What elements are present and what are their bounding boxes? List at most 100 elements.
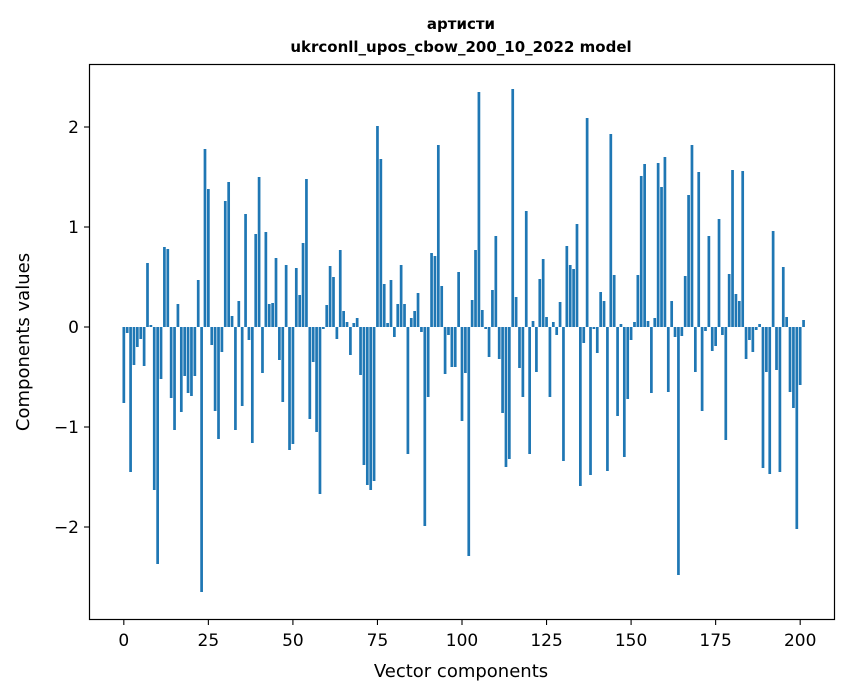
bar (305, 179, 308, 327)
bar (183, 327, 187, 376)
bar (501, 327, 504, 413)
bar (714, 327, 717, 346)
bar (595, 327, 599, 353)
bar (521, 327, 525, 397)
x-tick-label: 200 (784, 631, 816, 651)
y-tick-label: −2 (54, 518, 79, 538)
bar (639, 176, 643, 327)
bar (626, 327, 630, 399)
bar (700, 327, 704, 411)
bar (169, 327, 173, 398)
bar (234, 327, 237, 430)
bar (680, 327, 684, 336)
bar (413, 311, 417, 327)
bar (298, 295, 302, 327)
bar (677, 327, 680, 575)
bar (332, 277, 335, 327)
bar (342, 311, 345, 327)
bar (223, 201, 227, 327)
bar (802, 320, 805, 327)
bar (660, 187, 663, 327)
bar (484, 327, 488, 329)
bar (450, 327, 454, 367)
bar (423, 327, 427, 526)
bar (244, 214, 247, 327)
bar (535, 327, 538, 372)
x-axis-label: Vector components (374, 661, 548, 682)
bar (724, 327, 728, 440)
bar (271, 303, 274, 327)
bar (328, 266, 332, 327)
y-tick-label: 2 (68, 118, 79, 138)
bar (612, 275, 616, 327)
bar (163, 247, 166, 327)
bar (734, 294, 738, 327)
bar (237, 301, 241, 327)
bar (555, 327, 559, 335)
bar (250, 327, 254, 443)
bar (477, 92, 481, 327)
bar (345, 322, 349, 327)
bar (572, 269, 575, 327)
bar (362, 327, 366, 465)
bar (382, 284, 386, 327)
bar (795, 327, 799, 529)
bar (704, 327, 707, 331)
bar (798, 327, 802, 385)
bar (562, 327, 565, 461)
bar (771, 231, 775, 327)
y-tick-label: 0 (68, 318, 79, 338)
bar (636, 275, 640, 327)
bar (355, 318, 359, 327)
bar (697, 172, 701, 327)
bar (122, 327, 126, 403)
bar (710, 327, 714, 351)
y-axis-ticks: −2 −1 0 1 2 (54, 118, 90, 538)
bar (518, 327, 521, 368)
y-axis-label: Components values (13, 253, 34, 431)
bar (308, 327, 312, 419)
bar (622, 327, 626, 457)
bar (497, 327, 501, 359)
bar (311, 327, 315, 362)
bar (315, 327, 318, 432)
x-tick-label: 50 (282, 631, 304, 651)
bar (765, 327, 768, 372)
bar (443, 327, 447, 374)
bar (186, 327, 190, 393)
bar (670, 301, 674, 327)
bar (129, 327, 132, 472)
bar (788, 327, 792, 392)
bar (663, 157, 667, 327)
bar (179, 327, 183, 412)
bar (274, 258, 278, 327)
bar (693, 327, 697, 372)
bar (751, 327, 755, 352)
bar (592, 327, 596, 329)
bar (193, 327, 197, 376)
bar (416, 293, 420, 327)
bar (507, 327, 511, 459)
x-axis-ticks: 0 25 50 75 100 125 150 175 200 (118, 619, 816, 651)
bar (504, 327, 508, 467)
bar (369, 327, 373, 490)
bar (457, 272, 460, 327)
bar (203, 149, 207, 327)
bar (541, 259, 545, 327)
bar (372, 327, 376, 481)
bar (602, 301, 606, 327)
bar (146, 263, 149, 327)
bar (338, 250, 342, 327)
bar (436, 145, 440, 327)
bar (291, 327, 295, 444)
bar (717, 219, 721, 327)
bar (528, 327, 531, 454)
bar (616, 327, 619, 416)
bar (281, 327, 285, 402)
y-tick-label: −1 (54, 418, 79, 438)
bar (487, 327, 491, 357)
bar (213, 327, 217, 411)
bar (754, 327, 758, 330)
bar (135, 327, 139, 347)
